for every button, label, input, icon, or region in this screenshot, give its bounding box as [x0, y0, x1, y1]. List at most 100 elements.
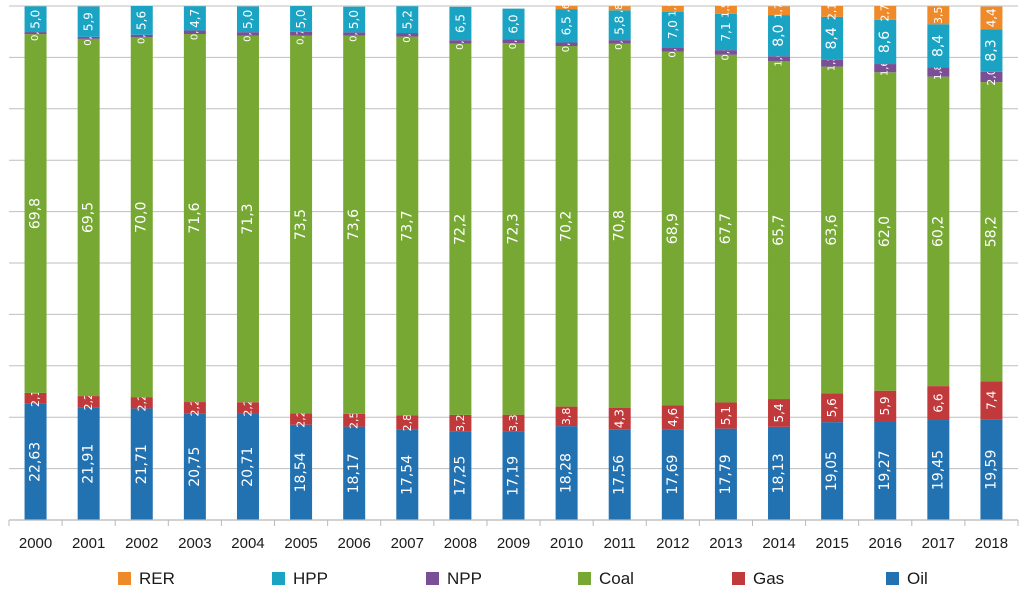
bar-segment-hpp — [343, 6, 366, 33]
bar-segment-gas — [555, 406, 578, 427]
data-label: 72,3 — [506, 213, 522, 244]
x-tick-label: 2015 — [815, 535, 848, 552]
data-label: 21,91 — [81, 444, 97, 484]
data-label: 5,1 — [719, 406, 733, 425]
bar-segment-coal — [874, 72, 897, 391]
bar-segment-hpp — [661, 11, 684, 48]
bar-segment-coal — [927, 76, 950, 387]
data-label: 0,7 — [189, 24, 200, 40]
bar-segment-hpp — [555, 9, 578, 43]
bar-segment-rer — [927, 6, 950, 25]
data-label: 0,7 — [242, 26, 253, 42]
data-label: 70,0 — [134, 202, 150, 233]
bar-segment-gas — [980, 381, 1003, 420]
data-label: 20,71 — [240, 447, 256, 487]
bar-segment-coal — [555, 46, 578, 407]
data-label: 5,0 — [294, 9, 308, 28]
data-label: 5,4 — [772, 403, 786, 422]
bar-segment-hpp — [502, 8, 525, 40]
x-tick-label: 2013 — [709, 535, 742, 552]
data-label: 4,3 — [613, 409, 627, 428]
data-label: 7,4 — [984, 391, 998, 410]
bar-segment-oil — [555, 426, 578, 520]
bar-segment-oil — [661, 429, 684, 520]
legend-swatch-hpp — [272, 572, 285, 585]
bar-segment-gas — [714, 402, 737, 429]
data-label: ,8 — [614, 3, 625, 13]
data-label: 62,0 — [877, 216, 893, 247]
data-label: ,6 — [561, 3, 572, 13]
bar-segment-hpp — [821, 16, 844, 60]
data-label: 18,28 — [559, 453, 575, 493]
bar-segment-hpp — [24, 6, 47, 33]
bar-segment-gas — [236, 402, 259, 414]
bar-segment-coal — [608, 43, 631, 408]
bar-segment-gas — [396, 415, 419, 430]
data-label: 0,7 — [508, 33, 519, 49]
data-label: 69,5 — [81, 202, 97, 233]
bar-segment-rer — [608, 6, 631, 11]
data-label: 0,8 — [667, 42, 678, 58]
x-axis: 2000 2001 2002 2003 2004 2005 2006 2007 2008 2009… — [8, 519, 1019, 552]
data-label: 5,8 — [613, 16, 627, 35]
bars-group: 22,632,169,80,45,021,912,269,50,45,921,7… — [24, 1, 1003, 520]
bar-segment-hpp — [183, 6, 206, 31]
legend-swatch-npp — [426, 572, 439, 585]
bar-segment-npp — [24, 32, 47, 35]
data-label: 73,5 — [293, 209, 309, 240]
bar-segment-rer — [714, 6, 737, 14]
bar-segment-oil — [714, 428, 737, 520]
x-tick-label: 2018 — [975, 535, 1008, 552]
data-label: 18,13 — [771, 453, 787, 493]
bar-segment-rer — [661, 6, 684, 12]
bar-segment-coal — [768, 61, 791, 400]
data-label: 5,6 — [825, 398, 839, 417]
data-label: 19,27 — [877, 450, 893, 490]
data-label: 5,0 — [29, 10, 43, 29]
data-label: 6,6 — [931, 394, 945, 413]
bar-segment-oil — [608, 429, 631, 520]
data-label: 0,9 — [720, 45, 731, 61]
data-label: 69,8 — [28, 198, 44, 229]
bar-segment-gas — [874, 390, 897, 422]
data-label: 17,56 — [612, 455, 628, 495]
bar-segment-gas — [927, 386, 950, 421]
bar-segment-gas — [661, 405, 684, 430]
bar-segment-npp — [290, 31, 313, 36]
bar-segment-hpp — [449, 6, 472, 41]
x-tick-label: 2017 — [922, 535, 955, 552]
data-label: 0,7 — [402, 27, 413, 43]
bar-segment-hpp — [290, 6, 313, 32]
data-label: 0,7 — [455, 34, 466, 50]
bar-segment-gas — [608, 407, 631, 430]
bar-segment-npp — [821, 59, 844, 67]
bar-segment-npp — [874, 64, 897, 73]
data-label: 5,6 — [135, 11, 149, 30]
bar-segment-npp — [236, 32, 259, 36]
bar-segment-hpp — [768, 15, 791, 57]
bar-segment-npp — [661, 47, 684, 52]
bar-segment-oil — [768, 426, 791, 520]
data-label: 60,2 — [930, 216, 946, 247]
legend-label-oil: Oil — [907, 569, 928, 588]
bar-segment-npp — [183, 30, 206, 35]
bar-segment-gas — [502, 414, 525, 432]
bar-segment-coal — [661, 51, 684, 406]
data-label: 65,7 — [771, 215, 787, 246]
x-tick-label: 2005 — [284, 535, 317, 552]
x-tick-label: 2004 — [231, 535, 264, 552]
bar-segment-coal — [290, 35, 313, 414]
data-label: 0,6 — [349, 26, 360, 42]
data-label: 1,5 — [720, 2, 731, 18]
bar-segment-gas — [24, 392, 47, 404]
data-label: 2,2 — [241, 399, 254, 417]
data-label: 17,19 — [506, 456, 522, 496]
bar-segment-hpp — [236, 6, 259, 33]
bar-segment-oil — [396, 429, 419, 520]
data-label: 0,7 — [561, 36, 572, 52]
x-tick-label: 2001 — [72, 535, 105, 552]
bar-segment-npp — [396, 33, 419, 37]
bar-segment-npp — [130, 34, 153, 38]
data-label: 67,7 — [718, 213, 734, 244]
bar-segment-npp — [449, 40, 472, 44]
